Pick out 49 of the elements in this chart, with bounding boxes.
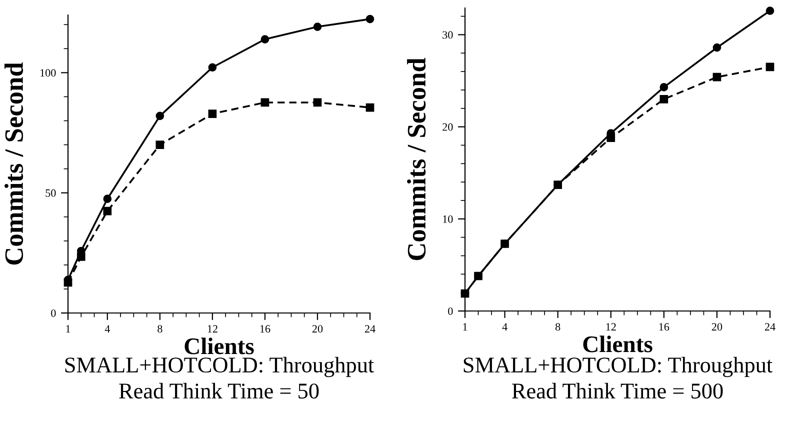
y-axis-title: Commits / Second bbox=[407, 58, 426, 260]
x-tick-label: 24 bbox=[364, 325, 376, 333]
x-tick-label: 16 bbox=[659, 323, 670, 331]
y-tick-label: 10 bbox=[443, 215, 453, 223]
x-tick-label: 12 bbox=[606, 323, 616, 331]
text: Read Think Time = 500 bbox=[512, 382, 723, 399]
text: Read Think Time = 50 bbox=[119, 382, 319, 399]
y-tick-label: 100 bbox=[40, 69, 56, 77]
y-tick-label: 0 bbox=[51, 309, 56, 317]
point bbox=[76, 252, 86, 261]
point bbox=[766, 6, 774, 15]
point bbox=[313, 98, 322, 107]
point bbox=[712, 72, 722, 82]
x-tick-label: 16 bbox=[260, 325, 270, 333]
x-tick-label: 20 bbox=[312, 325, 323, 333]
point bbox=[660, 83, 668, 92]
x-tick-label: 1 bbox=[463, 323, 468, 331]
x-tick-label: 4 bbox=[104, 325, 110, 333]
y-tick-label: 0 bbox=[448, 307, 453, 315]
point bbox=[103, 194, 112, 204]
y-tick-label: 50 bbox=[46, 189, 56, 197]
x-tick-label: 8 bbox=[158, 325, 162, 333]
point bbox=[313, 22, 322, 31]
x-axis-title: Clients bbox=[583, 336, 652, 352]
point bbox=[366, 103, 374, 112]
x-axis-title: Clients bbox=[184, 338, 254, 354]
point bbox=[156, 140, 164, 149]
point bbox=[606, 134, 616, 142]
point bbox=[156, 112, 164, 120]
y-tick-label: 30 bbox=[442, 31, 453, 39]
point bbox=[712, 43, 722, 52]
point bbox=[208, 63, 217, 72]
point bbox=[260, 35, 270, 44]
x-tick-label: 4 bbox=[502, 323, 508, 331]
y-tick-label: 20 bbox=[442, 123, 453, 131]
point bbox=[208, 110, 217, 118]
point bbox=[366, 14, 374, 24]
text: SMALL+HOTCOLD: Throughput bbox=[464, 356, 773, 378]
point bbox=[260, 98, 270, 107]
x-tick-label: 8 bbox=[555, 323, 560, 331]
point bbox=[766, 62, 774, 72]
point bbox=[103, 206, 112, 216]
x-tick-label: 12 bbox=[208, 325, 218, 333]
x-tick-label: 1 bbox=[66, 325, 70, 333]
x-tick-label: 24 bbox=[764, 323, 776, 331]
point bbox=[660, 95, 668, 104]
text: SMALL+HOTCOLD: Throughput bbox=[65, 356, 374, 378]
y-axis-title: Commits / Second bbox=[4, 62, 24, 265]
x-tick-label: 20 bbox=[712, 323, 722, 331]
